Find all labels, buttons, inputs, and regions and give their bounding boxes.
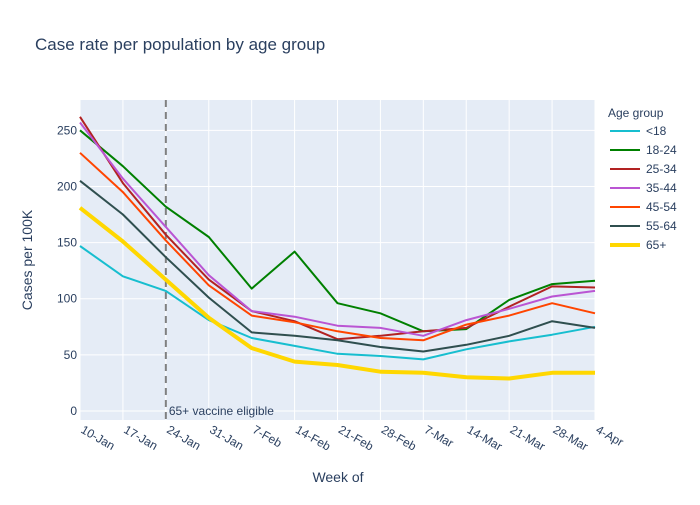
x-tick-label: 21-Feb [336, 422, 376, 453]
annotation-label: 65+ vaccine eligible [169, 404, 274, 418]
x-tick-label: 14-Mar [465, 422, 505, 453]
legend-label: 45-54 [646, 200, 677, 214]
legend-title: Age group [608, 106, 664, 120]
x-tick-label: 14-Feb [293, 422, 333, 453]
y-tick-label: 200 [57, 179, 77, 193]
x-tick-label: 7-Feb [250, 422, 284, 450]
x-tick-label: 24-Jan [164, 422, 203, 452]
legend-label: 25-34 [646, 162, 677, 176]
series-line-2 [79, 116, 596, 341]
y-tick-label: 50 [64, 348, 78, 362]
series-lines [78, 116, 596, 381]
chart-title: Case rate per population by age group [35, 35, 325, 54]
annotations: 65+ vaccine eligible [164, 100, 274, 420]
x-tick-label: 28-Mar [551, 422, 591, 453]
legend-label: <18 [646, 124, 667, 138]
y-tick-label: 100 [57, 292, 77, 306]
series-line-5 [79, 180, 596, 353]
series-line-4 [79, 152, 596, 342]
series-line-1 [79, 129, 596, 333]
x-axis-title: Week of [312, 469, 363, 485]
legend-label: 65+ [646, 238, 666, 252]
y-tick-label: 0 [70, 404, 77, 418]
series-line-3 [79, 121, 596, 337]
x-tick-label: 28-Feb [379, 422, 419, 453]
y-tick-label: 150 [57, 236, 77, 250]
y-axis-title: Cases per 100K [19, 209, 35, 310]
series-line-0 [79, 245, 596, 361]
x-tick-label: 7-Mar [422, 422, 456, 450]
legend: Age group <18 18-24 25-34 35-44 45-54 55-64 65… [608, 106, 677, 252]
legend-label: 35-44 [646, 181, 677, 195]
x-tick-label: 4-Apr [594, 422, 626, 449]
x-axis-ticks: 10-Jan 17-Jan 24-Jan 31-Jan 7-Feb 14-Feb 21-Fe… [79, 422, 626, 453]
x-tick-label: 17-Jan [121, 422, 160, 452]
legend-label: 55-64 [646, 219, 677, 233]
x-tick-label: 21-Mar [508, 422, 548, 453]
x-tick-label: 10-Jan [79, 422, 118, 452]
x-tick-label: 31-Jan [207, 422, 246, 452]
series-line-6 [78, 206, 595, 381]
y-tick-label: 250 [57, 123, 77, 137]
y-axis-ticks: 0 50 100 150 200 250 [57, 123, 77, 418]
legend-label: 18-24 [646, 143, 677, 157]
